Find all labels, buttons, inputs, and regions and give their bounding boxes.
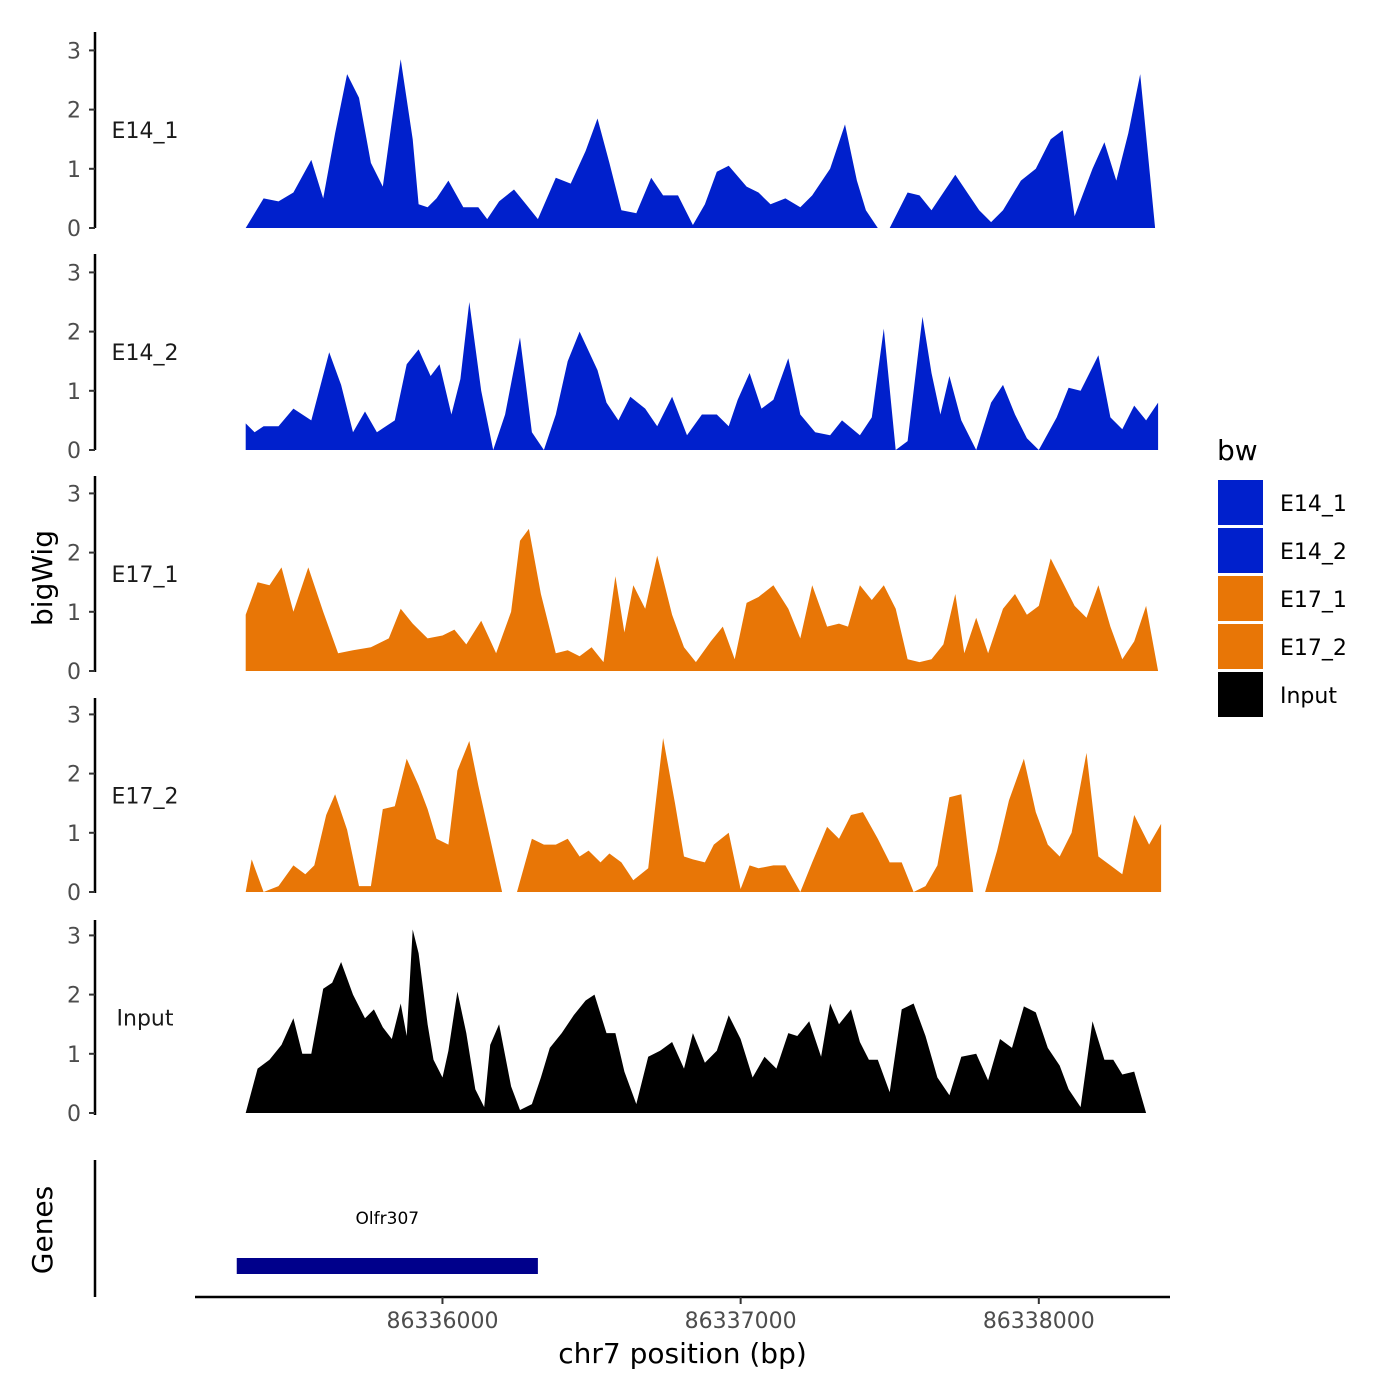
track-e17-2-area [245,738,1162,892]
x-axis-title: chr7 position (bp) [558,1337,807,1370]
track-e14-1-y-tick-label: 2 [67,99,81,124]
track-e14-1: 0 1 2 3 E14_1 [67,32,1156,242]
legend-label-e17-1: E17_1 [1280,588,1347,613]
legend-swatch-e14-1 [1218,480,1263,525]
track-e14-2: 0 1 2 3 E14_2 [67,254,1159,464]
x-ticks: 86336000 86337000 86338000 [386,1297,1095,1334]
track-e14-2-y-tick-label: 0 [67,439,81,464]
gene-olfr307-body [236,1258,538,1274]
gene-models: Olfr307 [236,1209,538,1274]
x-tick-label: 86336000 [386,1309,498,1334]
legend-title: bw [1217,434,1258,467]
track-e17-1-y-tick-label: 1 [67,601,81,626]
track-e14-2-y-tick-label: 2 [67,321,81,346]
legend-swatch-input [1218,672,1263,717]
track-e14-1-y-tick-label: 3 [67,39,81,64]
track-e17-1: 0 1 2 3 E17_1 [67,476,1159,685]
track-e14-2-y-tick-label: 1 [67,380,81,405]
track-input-y-tick-label: 2 [67,984,81,1009]
legend-label-e17-2: E17_2 [1280,636,1347,661]
track-e17-2-y-tick-label: 0 [67,881,81,906]
track-e17-2-y-tick-label: 2 [67,763,81,788]
track-input-label: Input [117,1007,174,1032]
track-e14-1-y-tick-label: 1 [67,158,81,183]
track-e14-2-y-tick-label: 3 [67,261,81,286]
track-e14-1-y-tick-label: 0 [67,217,81,242]
x-tick-label: 86338000 [983,1309,1095,1334]
track-e17-1-y-tick-label: 3 [67,482,81,507]
track-e14-2-area [245,302,1159,450]
track-e14-2-label: E14_2 [112,341,179,366]
legend-items: E14_1 E14_2 E17_1 E17_2 Input [1218,480,1347,717]
legend-swatch-e17-1 [1218,576,1263,621]
legend: bw E14_1 E14_2 E17_1 E17_2 Input [1217,434,1347,717]
track-e14-1-label: E14_1 [112,119,179,144]
legend-swatch-e17-2 [1218,624,1263,669]
track-input-y-tick-label: 0 [67,1102,81,1127]
track-input-y-tick-label: 1 [67,1043,81,1068]
genes-title: Genes [26,1186,59,1274]
y-axis-title: bigWig [26,530,59,626]
track-e17-2-label: E17_2 [112,785,179,810]
track-e17-1-y-tick-label: 0 [67,660,81,685]
gene-olfr307-label: Olfr307 [356,1209,420,1229]
track-e17-2: 0 1 2 3 E17_2 [67,698,1162,906]
track-e17-2-y-tick-label: 3 [67,703,81,728]
track-input: 0 1 2 3 Input [67,920,1159,1127]
track-e17-1-label: E17_1 [112,563,179,588]
legend-label-input: Input [1280,684,1337,709]
track-e17-1-y-tick-label: 2 [67,542,81,567]
genes-panel: Olfr307 Genes [26,1160,538,1297]
track-input-area [245,929,1159,1113]
x-axis: 86336000 86337000 86338000 chr7 position (… [195,1295,1170,1370]
legend-label-e14-2: E14_2 [1280,540,1347,565]
legend-swatch-e14-2 [1218,528,1263,573]
track-input-y-tick-label: 3 [67,924,81,949]
track-e14-1-area [245,59,1156,228]
x-tick-label: 86337000 [685,1309,797,1334]
track-e17-2-y-tick-label: 1 [67,822,81,847]
track-e17-1-area [245,528,1159,671]
legend-label-e14-1: E14_1 [1280,492,1347,517]
coverage-tracks: 0 1 2 3 E14_1 0 1 2 3 E14_2 0 1 2 3 E17_1 0 1 2 3 E17_2 0 1 2 3… [67,32,1162,1127]
